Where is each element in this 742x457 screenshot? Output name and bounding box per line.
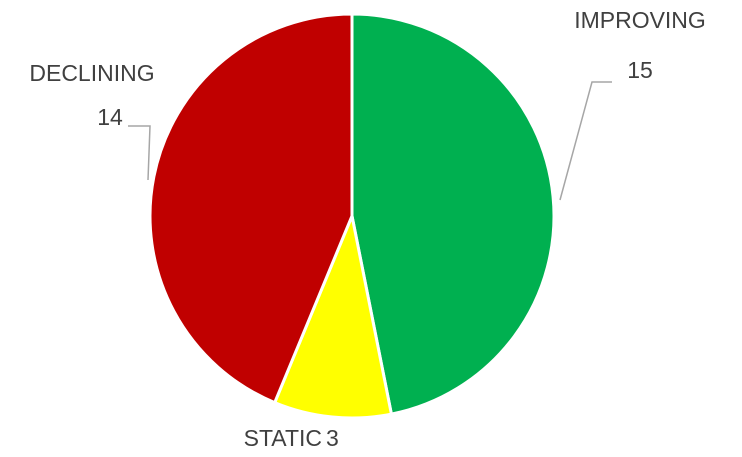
value-label: 3 xyxy=(326,425,339,451)
value-label: 15 xyxy=(627,57,653,83)
slice-label: STATIC xyxy=(244,425,322,451)
pie-slice xyxy=(350,12,556,416)
slice-label: IMPROVING xyxy=(574,7,706,33)
leader-line xyxy=(128,125,151,181)
value-label: 14 xyxy=(97,104,123,130)
leader-line xyxy=(559,81,612,201)
pie-slice xyxy=(148,12,354,405)
pie-slice xyxy=(272,210,394,420)
slice-label: DECLINING xyxy=(29,60,154,86)
pie xyxy=(148,12,556,420)
